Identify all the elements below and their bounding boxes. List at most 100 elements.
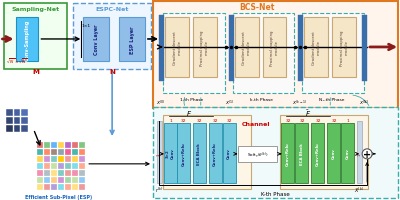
Bar (302, 14, 364, 93)
Bar (38, 163, 43, 169)
Bar (235, 18, 258, 78)
Text: BCS-Net: BCS-Net (239, 3, 274, 12)
Bar (38, 170, 43, 176)
Text: Conv+Relu: Conv+Relu (316, 141, 320, 165)
Text: Proximal mapping
module: Proximal mapping module (340, 30, 348, 65)
Circle shape (362, 149, 372, 159)
Bar (16, 18, 38, 62)
Text: ESPC-Net: ESPC-Net (96, 7, 129, 12)
Text: Conv: Conv (346, 148, 350, 158)
Bar (6, 117, 12, 124)
Bar (58, 163, 64, 169)
Bar (44, 177, 50, 183)
Text: Channel: Channel (241, 122, 270, 127)
Text: 32: 32 (286, 118, 291, 122)
Text: Conv: Conv (332, 148, 336, 158)
Text: K-th Phase: K-th Phase (261, 191, 290, 196)
Bar (44, 142, 50, 148)
Bar (209, 123, 222, 183)
Bar (159, 16, 164, 82)
Bar (51, 156, 57, 162)
Bar (73, 4, 151, 70)
Bar (51, 142, 57, 148)
Text: $X^{(0)}$: $X^{(0)}$ (156, 98, 166, 107)
Text: Gradient descent
module: Gradient descent module (172, 31, 181, 65)
Bar (177, 123, 190, 183)
Bar (58, 149, 64, 155)
Text: $\bar{F}$: $\bar{F}$ (305, 108, 312, 118)
Bar (65, 149, 71, 155)
Bar (341, 123, 354, 183)
Text: 1-th Phase: 1-th Phase (180, 97, 204, 101)
Bar (163, 115, 250, 189)
Bar (6, 125, 12, 132)
Text: Gradient descent
module: Gradient descent module (242, 31, 251, 65)
Bar (72, 156, 78, 162)
Text: Efficient Sub-Pixel (ESP): Efficient Sub-Pixel (ESP) (25, 194, 92, 199)
Bar (262, 18, 286, 78)
Bar (357, 121, 362, 183)
Bar (311, 123, 324, 183)
Bar (332, 18, 356, 78)
Text: Gradient descent
module: Gradient descent module (312, 31, 321, 65)
Bar (233, 14, 294, 93)
Bar (79, 163, 85, 169)
Bar (51, 170, 57, 176)
Bar (44, 184, 50, 190)
Bar (79, 156, 85, 162)
Bar (58, 184, 64, 190)
Text: +: + (363, 149, 371, 159)
Bar (14, 109, 20, 116)
Bar (157, 121, 162, 183)
Text: ECA Block: ECA Block (300, 142, 304, 164)
Bar (79, 142, 85, 148)
Text: 1×1: 1×1 (81, 24, 90, 28)
Text: 1: 1 (170, 118, 172, 122)
Bar (38, 149, 43, 155)
Bar (22, 125, 28, 132)
Text: 32: 32 (197, 118, 202, 122)
Text: Conv Layer: Conv Layer (94, 25, 99, 55)
Bar (83, 18, 109, 62)
Text: F: F (187, 110, 191, 116)
Bar (4, 4, 67, 70)
Bar (51, 177, 57, 183)
Bar (304, 18, 328, 78)
Text: Conv: Conv (227, 148, 231, 158)
Bar (58, 142, 64, 148)
Text: 32: 32 (300, 118, 305, 122)
Bar (58, 170, 64, 176)
Bar (79, 170, 85, 176)
Bar (38, 177, 43, 183)
Bar (327, 123, 340, 183)
Bar (72, 177, 78, 183)
Text: 32: 32 (332, 118, 337, 122)
Text: $r^{(k)}$: $r^{(k)}$ (154, 185, 163, 194)
Bar (153, 107, 398, 198)
Bar (58, 156, 64, 162)
Bar (65, 177, 71, 183)
Text: Proximal mapping
module: Proximal mapping module (200, 30, 209, 65)
Bar (79, 177, 85, 183)
Bar (362, 16, 367, 82)
Text: Sampling-Net: Sampling-Net (11, 7, 60, 12)
Text: 32: 32 (181, 118, 186, 122)
Bar (164, 123, 177, 183)
Text: $X^{(1)}$: $X^{(1)}$ (225, 98, 234, 107)
Bar (51, 149, 57, 155)
Text: Conv+Relu: Conv+Relu (213, 141, 217, 165)
Bar (65, 184, 71, 190)
Bar (65, 170, 71, 176)
Bar (14, 125, 20, 132)
Bar (38, 156, 43, 162)
Text: $X^{(k-1)}$: $X^{(k-1)}$ (292, 98, 307, 107)
Bar (119, 18, 145, 62)
Bar (193, 123, 206, 183)
Text: $\mathrm{Soft}_\tau(\theta^{(k)})$: $\mathrm{Soft}_\tau(\theta^{(k)})$ (247, 149, 268, 159)
Bar (65, 142, 71, 148)
Text: N₁-th Phase: N₁-th Phase (318, 97, 344, 101)
Bar (296, 123, 308, 183)
Text: Conv+Relu: Conv+Relu (286, 141, 290, 165)
Bar (72, 149, 78, 155)
Bar (72, 142, 78, 148)
